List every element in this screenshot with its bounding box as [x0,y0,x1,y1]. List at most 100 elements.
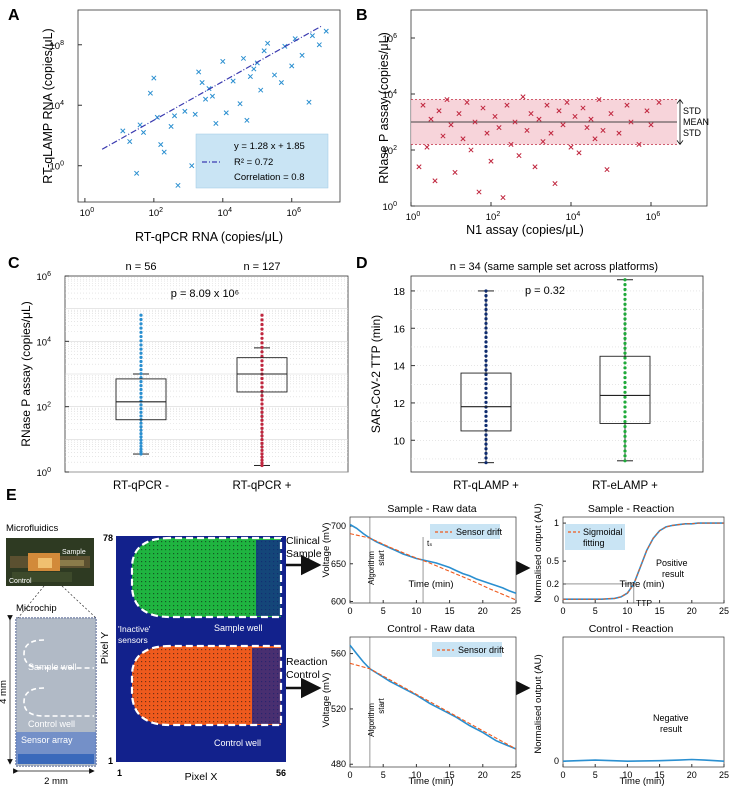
data-point [623,332,626,335]
x-tick-label: 102 [486,211,501,223]
x-tick-label: 5 [593,770,598,780]
data-point [484,326,487,329]
y-tick-label: 480 [331,759,346,769]
data-point [484,350,487,353]
std-lower-label: STD [683,128,702,138]
data-point [623,278,626,281]
data-point [139,331,142,334]
data-point [260,332,263,335]
heatmap-control-well-label: Control well [214,738,261,748]
panel-a-scatter: 100 102 104 106100104108 y = 1.28 x + 1.85 … [41,10,340,244]
y-tick-label: 0 [554,594,559,604]
data-point [260,390,263,393]
data-point [260,402,263,405]
data-point [139,422,142,425]
x-axis-label: RT-qPCR RNA (copies/μL) [135,230,283,244]
data-point [623,405,626,408]
x-tick-label: 25 [719,606,729,616]
control-raw-start: start [377,697,386,713]
data-point [623,386,626,389]
data-point [139,322,142,325]
legend-r2: R² = 0.72 [234,157,273,168]
data-point [260,328,263,331]
data-point [484,340,487,343]
data-point [484,317,487,320]
sample-reaction-xlabel: Time (min) [619,579,664,590]
y-tick-label: 106 [37,271,52,283]
data-point [139,339,142,342]
data-point [139,403,142,406]
data-point [484,294,487,297]
sample-reaction-title: Sample - Reaction [588,503,675,515]
data-point [484,378,487,381]
data-point [623,391,626,394]
data-point [484,359,487,362]
panel-letter-b: B [356,7,368,24]
data-point [260,341,263,344]
data-point [139,442,142,445]
y-tick-label: 102 [37,402,52,414]
data-point [623,288,626,291]
panel-letter-e: E [6,487,17,504]
sample-reaction-legend-1: Sigmoidal [583,527,623,537]
control-reaction-ylabel: Normalised output (AU) [533,654,544,753]
data-point [623,312,626,315]
control-reaction-xlabel: Time (min) [619,776,664,787]
sample-reaction-legend-2: fitting [583,538,605,548]
data-point [260,323,263,326]
data-point [623,298,626,301]
x-tick-label: 5 [593,606,598,616]
data-point [139,356,142,359]
width-dim-label: 2 mm [44,776,68,787]
data-point [260,430,263,433]
negative-result-2: result [660,724,683,734]
y-axis-label: RNase P assay (copies/μL) [19,301,33,446]
photo-control-label: Control [9,578,32,585]
data-point [484,419,487,422]
data-point [139,335,142,338]
data-point [260,438,263,441]
data-point [260,415,263,418]
data-point [260,411,263,414]
data-point [484,452,487,455]
photo-sample-label: Sample [62,549,86,556]
p-value: p = 8.09 x 10⁶ [171,288,239,300]
negative-result-1: Negative [653,713,689,723]
x-tick-label: 10 [622,606,632,616]
sample-raw-ylabel: Voltage (mV) [321,523,332,578]
control-raw-algorithm: Algorithm [367,703,376,737]
data-point [484,336,487,339]
data-point [139,448,142,451]
panel-b-scatter: 100 102 104 106100102104106 STD MEAN STD N1… [377,10,709,237]
group2-n: n = 127 [243,261,280,273]
chip-sensor-array-label: Sensor array [21,735,73,745]
data-point [139,414,142,417]
data-point [484,382,487,385]
data-point [623,410,626,413]
data-point [139,411,142,414]
x-tick-label: 25 [719,770,729,780]
control-raw-title: Control - Raw data [387,623,475,635]
y-tick-label: 0.5 [546,556,559,566]
x-tick-label: 20 [687,606,697,616]
data-point [139,425,142,428]
data-point [623,322,626,325]
data-point [623,352,626,355]
data-point [139,372,142,375]
x-axis-label: N1 assay (copies/μL) [466,223,584,237]
data-point [260,456,263,459]
group1-label: RT-qLAMP + [453,480,519,492]
data-point [260,398,263,401]
data-point [484,396,487,399]
sample-raw-algorithm: Algorithm [367,551,376,585]
arrow-sample-label: Sample [286,548,322,560]
x-tick-label: 0 [560,606,565,616]
data-point [139,348,142,351]
heatmap-x-label: Pixel X [185,771,218,783]
heatmap-y-max: 78 [103,533,113,543]
y-tick-label: 10 [393,435,405,447]
data-point [623,396,626,399]
std-upper-label: STD [683,106,702,116]
group1-label: RT-qPCR - [113,480,169,492]
data-point [260,350,263,353]
